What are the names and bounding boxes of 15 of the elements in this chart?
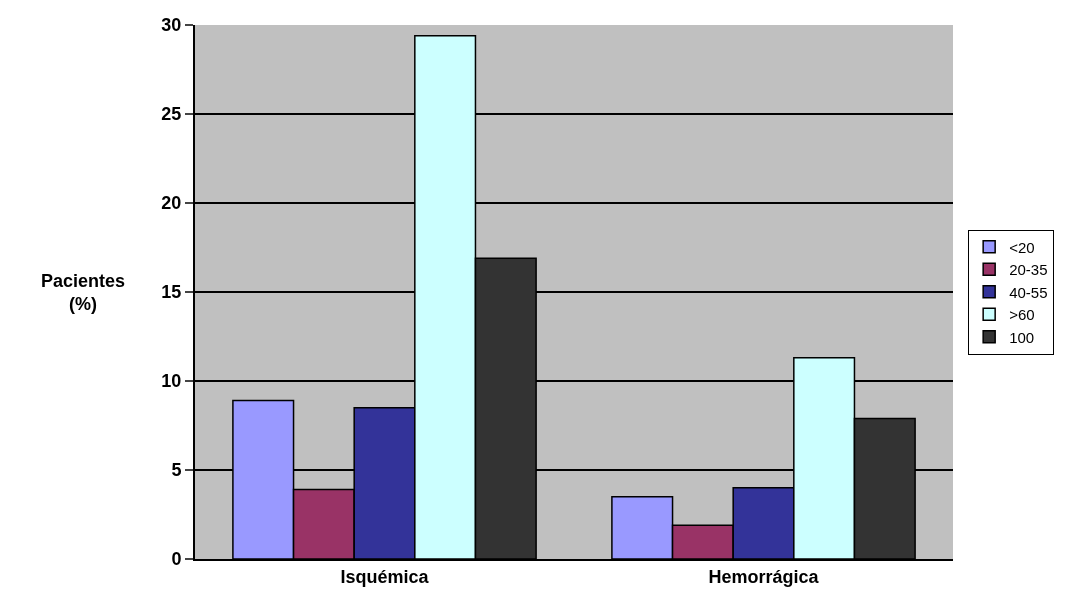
y-tick-label: 5: [171, 460, 182, 481]
y-tick-label: 10: [161, 371, 182, 392]
y-tick-label: 15: [161, 282, 182, 303]
legend-label: <20: [1009, 238, 1035, 256]
legend-label: 20-35: [1009, 261, 1048, 279]
legend-label: >60: [1009, 306, 1035, 324]
y-tick-label: 0: [171, 549, 182, 570]
y-tick-label: 25: [161, 104, 182, 125]
x-tick-label: Hemorrágica: [708, 566, 820, 587]
legend-label: 100: [1009, 328, 1035, 346]
legend-label: 40-55: [1009, 283, 1048, 301]
y-tick-label: 30: [161, 15, 182, 36]
x-tick-label: Isquémica: [340, 566, 430, 587]
y-tick-label: 20: [161, 193, 182, 214]
y-axis-title: Pacientes (%): [41, 271, 126, 315]
